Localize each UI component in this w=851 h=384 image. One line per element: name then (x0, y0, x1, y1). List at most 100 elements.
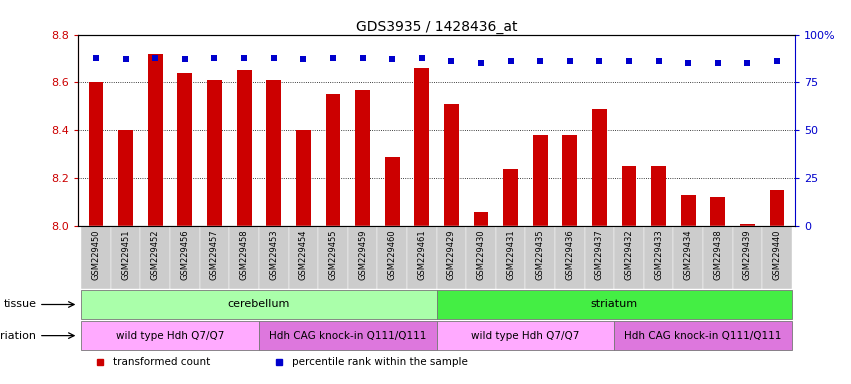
Point (474, 60, 488, 66)
Bar (414, 68, 429, 226)
Bar (733, 226, 762, 289)
Text: striatum: striatum (591, 300, 637, 310)
Bar (585, 226, 614, 289)
Point (148, 55, 162, 61)
Text: Hdh CAG knock-in Q111/Q111: Hdh CAG knock-in Q111/Q111 (269, 331, 426, 341)
Bar (769, 190, 785, 226)
Text: GSM229451: GSM229451 (121, 229, 130, 280)
Point (444, 58, 458, 65)
Text: GSM229437: GSM229437 (595, 229, 604, 280)
Text: GSM229453: GSM229453 (269, 229, 278, 280)
Bar (525, 226, 555, 289)
Bar (200, 226, 229, 289)
Bar (207, 80, 222, 226)
Text: GSM229429: GSM229429 (447, 229, 456, 280)
Text: tissue: tissue (3, 300, 37, 310)
Text: GSM229430: GSM229430 (477, 229, 485, 280)
Text: GSM229432: GSM229432 (625, 229, 633, 280)
Bar (237, 71, 252, 226)
Bar (178, 73, 192, 226)
Bar (377, 226, 407, 289)
Bar (437, 290, 792, 319)
Bar (81, 321, 259, 350)
Text: GSM229434: GSM229434 (683, 229, 693, 280)
Text: percentile rank within the sample: percentile rank within the sample (292, 358, 468, 367)
Bar (651, 166, 666, 226)
Point (652, 58, 665, 65)
Bar (385, 157, 400, 226)
Point (711, 60, 725, 66)
Bar (259, 321, 437, 350)
Text: GSM229457: GSM229457 (210, 229, 219, 280)
Bar (437, 226, 466, 289)
Bar (614, 226, 644, 289)
Bar (592, 109, 607, 226)
Bar (533, 135, 547, 226)
Text: GSM229459: GSM229459 (358, 229, 367, 280)
Bar (266, 80, 281, 226)
Text: cerebellum: cerebellum (228, 300, 290, 310)
Point (534, 58, 547, 65)
Text: GSM229431: GSM229431 (506, 229, 515, 280)
Bar (644, 226, 673, 289)
Text: GSM229452: GSM229452 (151, 229, 160, 280)
Bar (355, 89, 370, 226)
Text: GSM229436: GSM229436 (565, 229, 574, 280)
Point (237, 55, 251, 61)
Bar (621, 166, 637, 226)
Bar (111, 226, 140, 289)
Text: genotype/variation: genotype/variation (0, 331, 37, 341)
Bar (170, 226, 200, 289)
Bar (614, 321, 792, 350)
Bar (555, 226, 585, 289)
Bar (703, 226, 733, 289)
Point (356, 55, 369, 61)
Point (208, 55, 221, 61)
Point (178, 56, 191, 63)
Bar (444, 104, 459, 226)
Point (740, 60, 754, 66)
Point (89, 55, 103, 61)
Point (682, 60, 695, 66)
Bar (118, 130, 133, 226)
Point (296, 56, 310, 63)
Bar (473, 212, 488, 226)
Text: transformed count: transformed count (112, 358, 210, 367)
Bar (711, 197, 725, 226)
Point (386, 56, 399, 63)
Text: Hdh CAG knock-in Q111/Q111: Hdh CAG knock-in Q111/Q111 (625, 331, 782, 341)
Bar (348, 226, 377, 289)
Point (326, 55, 340, 61)
Text: GSM229438: GSM229438 (713, 229, 722, 280)
Bar (740, 224, 755, 226)
Bar (318, 226, 348, 289)
Bar (326, 94, 340, 226)
Bar (681, 195, 695, 226)
Bar (148, 54, 163, 226)
Point (267, 55, 281, 61)
Bar (466, 226, 496, 289)
Text: GSM229450: GSM229450 (92, 229, 100, 280)
Text: wild type Hdh Q7/Q7: wild type Hdh Q7/Q7 (116, 331, 225, 341)
Text: GSM229440: GSM229440 (773, 229, 781, 280)
Bar (762, 226, 792, 289)
Text: GSM229455: GSM229455 (328, 229, 338, 280)
Bar (259, 226, 288, 289)
Bar (81, 290, 437, 319)
Text: GSM229439: GSM229439 (743, 229, 752, 280)
Title: GDS3935 / 1428436_at: GDS3935 / 1428436_at (356, 20, 517, 33)
Bar (229, 226, 259, 289)
Point (504, 58, 517, 65)
Bar (81, 226, 111, 289)
Text: GSM229435: GSM229435 (535, 229, 545, 280)
Text: GSM229458: GSM229458 (240, 229, 248, 280)
Point (592, 58, 606, 65)
Bar (496, 226, 525, 289)
Bar (89, 83, 104, 226)
Bar (296, 130, 311, 226)
Text: GSM229456: GSM229456 (180, 229, 190, 280)
Bar (503, 169, 518, 226)
Point (563, 58, 577, 65)
Point (119, 56, 133, 63)
Point (622, 58, 636, 65)
